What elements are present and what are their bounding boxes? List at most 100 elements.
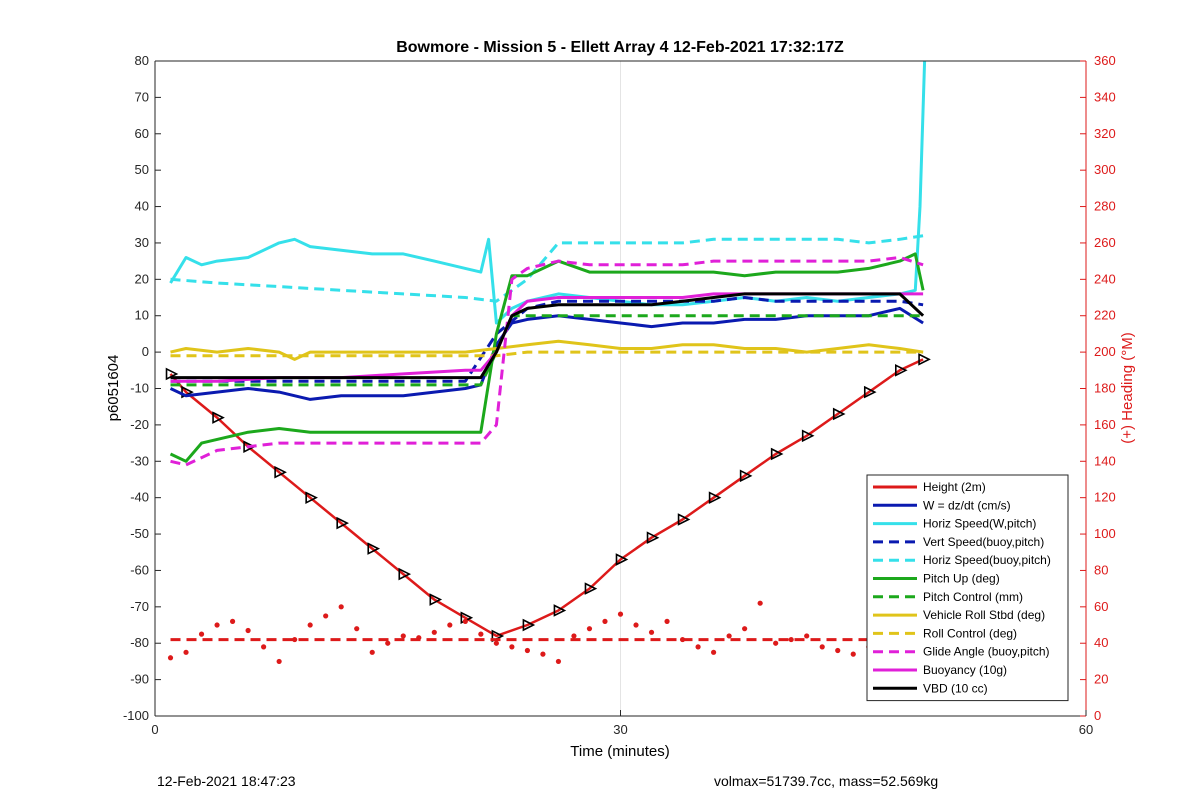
- series-height-2m-marker: [615, 553, 629, 566]
- y-tick-label: -80: [130, 635, 149, 650]
- series-height-2m-marker: [584, 582, 598, 595]
- series-heading-point: [695, 644, 701, 650]
- series-heading-point: [214, 622, 220, 628]
- footer-stats: volmax=51739.7cc, mass=52.569kg: [714, 773, 939, 789]
- y-tick-label: -20: [130, 417, 149, 432]
- series-height-2m-marker: [274, 465, 287, 479]
- series-heading-point: [400, 633, 406, 639]
- series-heading-point: [462, 618, 468, 624]
- series-heading-point: [478, 631, 484, 637]
- series-heading-point: [648, 629, 655, 635]
- legend-label-vehicle-roll-stbd-deg: Vehicle Roll Stbd (deg): [923, 608, 1045, 622]
- legend-label-height-2m: Height (2m): [923, 480, 986, 494]
- y2-axis-label: (+) Heading (°M): [1119, 332, 1136, 443]
- y2-tick-label: 320: [1094, 126, 1116, 141]
- series-heading-point: [509, 644, 515, 650]
- y2-tick-label: 40: [1094, 635, 1108, 650]
- series-heading-point: [555, 658, 562, 665]
- series-heading-point: [850, 651, 856, 657]
- series-heading-point: [245, 627, 251, 634]
- series-heading-point: [198, 631, 205, 637]
- chart-title: Bowmore - Mission 5 - Ellett Array 4 12-…: [396, 39, 844, 56]
- series-heading-point: [307, 622, 313, 628]
- series-height-2m-marker: [770, 447, 784, 461]
- series-heading-point: [229, 618, 236, 624]
- series-height-2m-marker: [708, 491, 722, 504]
- series-height-2m-marker: [646, 531, 660, 544]
- y2-tick-label: 340: [1094, 89, 1116, 104]
- legend-label-pitch-up-deg: Pitch Up (deg): [923, 572, 1000, 586]
- series-horiz-speed-buoy-pitch-line: [170, 234, 924, 303]
- series-height-2m-marker: [522, 618, 536, 632]
- series-height-2m-marker: [212, 411, 225, 424]
- series-pitch-up-deg-line: [169, 252, 925, 463]
- y2-tick-label: 200: [1094, 344, 1116, 359]
- series-heading-point: [835, 647, 841, 654]
- series-height-2m-marker: [801, 429, 815, 443]
- series-heading-point: [493, 640, 499, 646]
- y-tick-label: -100: [123, 708, 149, 723]
- series-heading-point: [276, 658, 282, 665]
- series-pitch-control-mm-line: [170, 314, 924, 387]
- series-height-2m-marker: [918, 353, 931, 366]
- series-heading-point: [369, 649, 375, 655]
- x-tick-label: 30: [613, 722, 627, 737]
- series-height-2m-marker: [677, 513, 691, 526]
- series-heading-point: [711, 649, 717, 655]
- footer-timestamp: 12-Feb-2021 18:47:23: [157, 773, 296, 789]
- y-tick-label: -40: [130, 490, 149, 505]
- y2-tick-label: 280: [1094, 199, 1116, 214]
- y2-tick-label: 240: [1094, 271, 1116, 286]
- series-heading-point: [292, 636, 298, 643]
- y2-tick-label: 60: [1094, 599, 1108, 614]
- legend-label-vbd-10-cc: VBD (10 cc): [923, 681, 988, 695]
- series-vbd-10-cc-line: [170, 292, 925, 380]
- y2-tick-label: 100: [1094, 526, 1116, 541]
- legend-label-horiz-speed-buoy-pitch: Horiz Speed(buoy,pitch): [923, 553, 1051, 567]
- y2-tick-label: 300: [1094, 162, 1116, 177]
- series-heading-point: [664, 618, 670, 624]
- series-height-2m-marker: [894, 364, 908, 377]
- series-height-2m-marker: [243, 440, 256, 454]
- series-heading-point: [819, 644, 825, 650]
- series-height-2m-marker: [305, 491, 318, 504]
- legend-label-horiz-speed-w-pitch: Horiz Speed(W,pitch): [923, 517, 1036, 531]
- legend-label-pitch-control-mm: Pitch Control (mm): [923, 590, 1023, 604]
- series-heading-point: [602, 618, 608, 624]
- y2-tick-label: 0: [1094, 708, 1101, 723]
- series-heading-point: [323, 613, 329, 619]
- series-heading-point: [726, 633, 732, 639]
- series-heading-point: [385, 640, 391, 646]
- y-tick-label: -90: [130, 672, 149, 687]
- y-tick-label: 60: [135, 126, 149, 141]
- series-heading-point: [773, 640, 779, 646]
- y2-tick-label: 140: [1094, 453, 1116, 468]
- legend: Height (2m) W = dz/dt (cm/s) Horiz Speed(W…: [866, 474, 1069, 702]
- y2-tick-label: 20: [1094, 672, 1108, 687]
- series-heading-point: [431, 629, 437, 635]
- y-tick-label: 80: [135, 53, 149, 68]
- y-tick-label: 50: [135, 162, 149, 177]
- y2-tick-label: 180: [1094, 381, 1116, 396]
- series-height-2m-marker: [367, 542, 381, 555]
- y2-tick-label: 160: [1094, 417, 1116, 432]
- y2-tick-label: 80: [1094, 562, 1108, 577]
- y-tick-label: -30: [130, 453, 149, 468]
- series-heading-point: [261, 644, 267, 650]
- legend-label-buoyancy-10g: Buoyancy (10g): [923, 663, 1007, 677]
- series-heading-point: [338, 604, 344, 610]
- series-height-2m-marker: [336, 516, 349, 530]
- y-tick-label: 0: [142, 344, 149, 359]
- series-height-2m-marker: [832, 407, 846, 421]
- series-heading-point: [617, 611, 624, 617]
- series-heading-point: [183, 649, 189, 655]
- y2-tick-label: 120: [1094, 490, 1116, 505]
- series-heading-point: [167, 655, 174, 661]
- legend-box: [866, 474, 1069, 702]
- series-heading-point: [354, 626, 360, 632]
- y2-tick-label: 260: [1094, 235, 1116, 250]
- legend-label-roll-control-deg: Roll Control (deg): [923, 626, 1017, 640]
- y2-tick-label: 360: [1094, 53, 1116, 68]
- y2-tick-label: 220: [1094, 308, 1116, 323]
